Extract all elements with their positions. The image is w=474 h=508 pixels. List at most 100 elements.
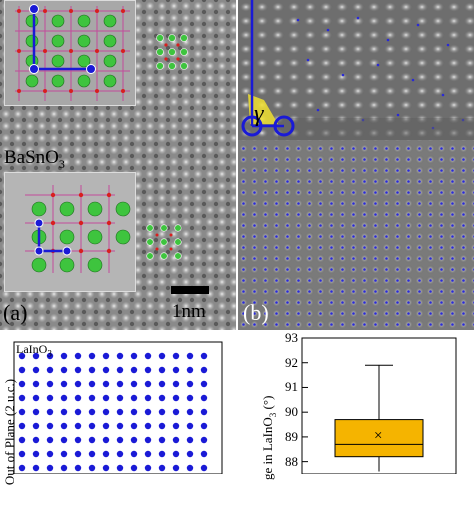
lattice-point xyxy=(32,450,40,458)
lattice-point xyxy=(116,380,124,388)
lattice-point xyxy=(32,436,40,444)
y-tick-label: 92 xyxy=(285,354,298,370)
lattice-point xyxy=(102,352,110,360)
lattice-point xyxy=(130,436,138,444)
lattice-point xyxy=(32,408,40,416)
lattice-point xyxy=(32,422,40,430)
lattice-point xyxy=(144,352,152,360)
y-tick-label: 88 xyxy=(285,453,298,469)
lattice-point xyxy=(46,422,54,430)
lattice-point xyxy=(144,464,152,472)
lattice-point xyxy=(144,380,152,388)
lattice-point xyxy=(46,394,54,402)
lattice-point xyxy=(144,422,152,430)
panel-a: BaSnO3 xyxy=(0,0,236,330)
lattice-point xyxy=(200,352,208,360)
lattice-point xyxy=(60,408,68,416)
mean-marker: × xyxy=(374,427,383,444)
lattice-point xyxy=(158,380,166,388)
lattice-point xyxy=(158,352,166,360)
lattice-point xyxy=(116,408,124,416)
lattice-point xyxy=(102,422,110,430)
lattice-point xyxy=(200,422,208,430)
lattice-point xyxy=(46,436,54,444)
lattice-point xyxy=(200,408,208,416)
atom-overlay-bottom xyxy=(146,224,182,260)
lattice-point xyxy=(144,436,152,444)
lattice-point xyxy=(200,380,208,388)
lattice-point xyxy=(186,422,194,430)
crystal-model-bottom xyxy=(5,173,135,291)
lattice-point xyxy=(74,436,82,444)
lattice-point xyxy=(130,408,138,416)
lattice-point xyxy=(172,366,180,374)
lattice-point xyxy=(200,464,208,472)
lattice-point xyxy=(200,366,208,374)
lattice-point xyxy=(130,450,138,458)
panel-d-chart: ge in LaInO3 (°) 88 89 90 91 92 93 × xyxy=(237,330,474,480)
lattice-point xyxy=(88,366,96,374)
lattice-point xyxy=(60,450,68,458)
y-tick-label: 93 xyxy=(285,330,298,345)
y-tick-label: 91 xyxy=(285,379,298,395)
lattice-point xyxy=(18,436,26,444)
lattice-point xyxy=(116,366,124,374)
lattice-point xyxy=(186,394,194,402)
y-tick-label: 90 xyxy=(285,404,298,420)
lattice-point xyxy=(186,352,194,360)
lattice-point xyxy=(60,366,68,374)
lattice-point xyxy=(88,352,96,360)
lattice-point xyxy=(186,464,194,472)
lattice-point xyxy=(46,380,54,388)
laino3-label: LaInO3 xyxy=(16,342,52,359)
lattice-point xyxy=(18,408,26,416)
lattice-point xyxy=(74,422,82,430)
lattice-point xyxy=(60,464,68,472)
lattice-point xyxy=(74,450,82,458)
lattice-point xyxy=(102,450,110,458)
lattice-point xyxy=(172,380,180,388)
lattice-point xyxy=(130,380,138,388)
lattice-point xyxy=(116,450,124,458)
panel-a-label: (a) xyxy=(3,300,28,325)
lattice-point xyxy=(116,352,124,360)
lattice-point xyxy=(144,366,152,374)
position-scatter xyxy=(13,341,223,475)
lattice-point xyxy=(116,422,124,430)
scale-bar xyxy=(171,286,209,294)
lattice-point xyxy=(158,436,166,444)
lattice-point xyxy=(172,450,180,458)
lattice-point xyxy=(200,450,208,458)
atom-overlay-top xyxy=(156,34,188,70)
panel-b-label: (b) xyxy=(243,300,269,325)
iqr-box xyxy=(334,419,424,458)
lattice-point xyxy=(74,464,82,472)
lattice-point xyxy=(32,380,40,388)
lattice-point xyxy=(32,352,40,360)
lattice-point xyxy=(172,464,180,472)
lattice-point xyxy=(102,464,110,472)
lattice-point xyxy=(18,380,26,388)
lattice-point xyxy=(186,366,194,374)
lattice-point xyxy=(158,394,166,402)
lattice-point xyxy=(116,464,124,472)
lattice-point xyxy=(172,408,180,416)
lattice-point xyxy=(74,394,82,402)
lattice-point xyxy=(186,380,194,388)
lattice-point xyxy=(130,366,138,374)
lattice-point xyxy=(46,408,54,416)
scale-bar-label: 1nm xyxy=(172,301,206,322)
lattice-point xyxy=(46,450,54,458)
lattice-point xyxy=(88,464,96,472)
lattice-point xyxy=(172,422,180,430)
lattice-point xyxy=(186,436,194,444)
lattice-point xyxy=(102,394,110,402)
crystal-model-top xyxy=(5,1,135,105)
lattice-point xyxy=(18,366,26,374)
lattice-point xyxy=(60,422,68,430)
lattice-point xyxy=(18,450,26,458)
lattice-point xyxy=(74,352,82,360)
lattice-point xyxy=(130,464,138,472)
lattice-point xyxy=(18,464,26,472)
lattice-point xyxy=(88,450,96,458)
